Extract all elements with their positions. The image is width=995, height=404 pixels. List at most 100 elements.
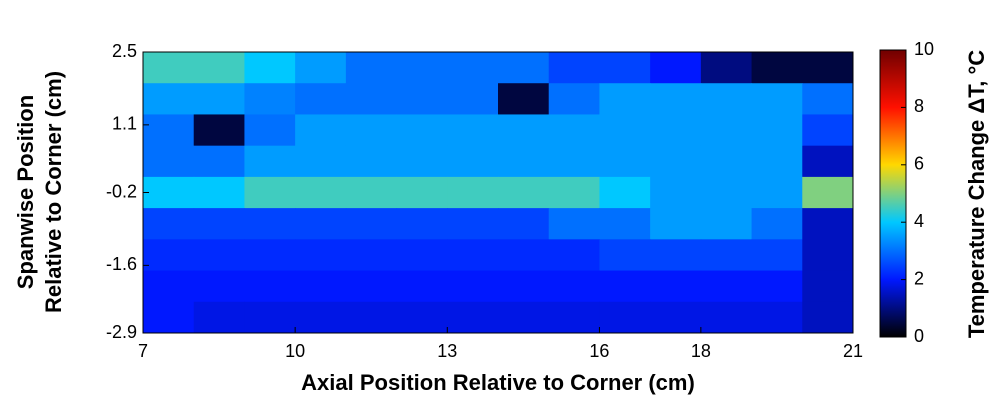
- heatmap-cell: [295, 83, 347, 115]
- colorbar-tick-label: 8: [914, 96, 924, 116]
- heatmap-cell: [295, 114, 347, 147]
- heatmap-cell: [751, 270, 803, 303]
- heatmap-cell: [143, 52, 195, 84]
- heatmap-cell: [802, 52, 854, 84]
- y-tick-label: 1.1: [112, 114, 137, 134]
- heatmap-cell: [751, 301, 803, 334]
- heatmap-cell: [193, 208, 245, 240]
- heatmap-cell: [143, 270, 195, 303]
- heatmap-cell: [548, 114, 600, 147]
- colorbar-tick-label: 2: [914, 268, 924, 288]
- colorbar-label: Temperature Change ΔT, °C: [964, 50, 989, 338]
- heatmap-cell: [599, 239, 651, 272]
- heatmap-cell: [345, 83, 398, 115]
- y-axis-label: Relative to Corner (cm): [41, 71, 66, 313]
- x-tick-label: 10: [285, 341, 305, 361]
- heatmap-cell: [751, 52, 803, 84]
- heatmap-cell: [396, 145, 448, 178]
- heatmap-cell: [548, 145, 600, 178]
- heatmap-cell: [244, 270, 296, 303]
- x-axis-label: Axial Position Relative to Corner (cm): [301, 370, 695, 395]
- heatmap-cell: [447, 270, 499, 303]
- heatmap-cell: [498, 301, 550, 334]
- y-tick-label: -1.6: [106, 254, 137, 274]
- heatmap-cell: [700, 145, 753, 178]
- heatmap-cell: [650, 270, 702, 303]
- heatmap-cell: [751, 83, 803, 115]
- heatmap-cell: [244, 301, 296, 334]
- heatmap-cell: [244, 239, 296, 272]
- heatmap-cell: [295, 145, 347, 178]
- colorbar-tick-label: 6: [914, 154, 924, 174]
- heatmap-cell: [345, 208, 398, 240]
- heatmap-cell: [295, 270, 347, 303]
- heatmap-cell: [700, 52, 753, 84]
- heatmap-cell: [700, 114, 753, 147]
- heatmap-cell: [345, 52, 398, 84]
- heatmap-cell: [498, 83, 550, 115]
- heatmap-cell: [447, 52, 499, 84]
- heatmap-cell: [447, 208, 499, 240]
- heatmap-cell: [345, 145, 398, 178]
- heatmap-cell: [802, 208, 854, 240]
- x-tick-label: 18: [691, 341, 711, 361]
- heatmap-cell: [751, 114, 803, 147]
- heatmap-cell: [548, 239, 600, 272]
- colorbar: [879, 49, 907, 338]
- heatmap-cell: [143, 145, 195, 178]
- heatmap-cell: [700, 176, 753, 209]
- heatmap-cell: [599, 301, 651, 334]
- heatmap-cell: [193, 145, 245, 178]
- heatmap-cell: [700, 270, 753, 303]
- heatmap-cell: [650, 114, 702, 147]
- heatmap-cell: [802, 301, 854, 334]
- colorbar-tick-label: 4: [914, 211, 924, 231]
- heatmap-cell: [447, 176, 499, 209]
- heatmap-cell: [599, 208, 651, 240]
- heatmap-cell: [751, 239, 803, 272]
- heatmap-cell: [295, 208, 347, 240]
- heatmap-cell: [143, 239, 195, 272]
- heatmap-cell: [751, 145, 803, 178]
- heatmap-cell: [396, 239, 448, 272]
- heatmap-cell: [599, 270, 651, 303]
- heatmap-cell: [802, 239, 854, 272]
- heatmap-cell: [498, 145, 550, 178]
- y-axis-label: Spanwise Position: [13, 95, 38, 289]
- heatmap-cell: [498, 176, 550, 209]
- heatmap-cell: [751, 176, 803, 209]
- heatmap-cell: [650, 301, 702, 334]
- heatmap-cell: [650, 83, 702, 115]
- heatmap-cell: [548, 301, 600, 334]
- heatmap-cell: [802, 270, 854, 303]
- heatmap-cell: [700, 208, 753, 240]
- y-tick-label: -0.2: [106, 181, 137, 201]
- heatmap-cell: [548, 83, 600, 115]
- heatmap-cell: [650, 176, 702, 209]
- heatmap-cell: [295, 301, 347, 334]
- y-tick-label: 2.5: [112, 41, 137, 61]
- heatmap-cell: [650, 145, 702, 178]
- x-tick-label: 7: [138, 341, 148, 361]
- heatmap-cell: [498, 239, 550, 272]
- heatmap-cell: [396, 301, 448, 334]
- heatmap-cell: [700, 239, 753, 272]
- heatmap-cell: [599, 145, 651, 178]
- colorbar-tick-label: 10: [914, 39, 934, 59]
- heatmap-cell: [244, 83, 296, 115]
- heatmap-cell: [244, 208, 296, 240]
- heatmap-cell: [345, 301, 398, 334]
- heatmap-cell: [193, 52, 245, 84]
- heatmap-cell: [599, 52, 651, 84]
- x-tick-label: 16: [589, 341, 609, 361]
- heatmap-cell: [802, 83, 854, 115]
- heatmap-cell: [700, 301, 753, 334]
- heatmap-cell: [599, 176, 651, 209]
- heatmap-cell: [244, 176, 296, 209]
- heatmap-cell: [396, 208, 448, 240]
- heatmap-cell: [751, 208, 803, 240]
- heatmap-cell: [802, 114, 854, 147]
- heatmap-cell: [599, 114, 651, 147]
- heatmap-cell: [143, 114, 195, 147]
- heatmap-cell: [345, 270, 398, 303]
